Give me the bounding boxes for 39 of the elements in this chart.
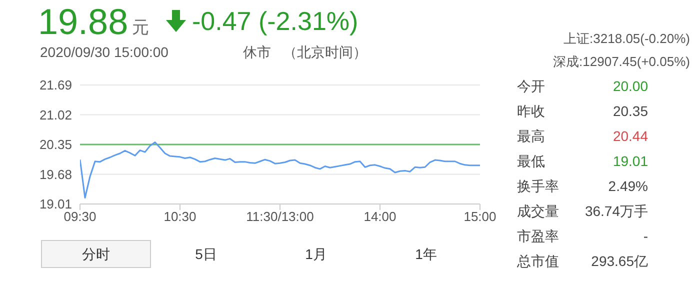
- text: 分时: [41, 240, 151, 268]
- x-tick-label: 11:30/13:00: [246, 209, 314, 224]
- text: 1年: [371, 240, 481, 268]
- line-series: [80, 142, 480, 199]
- text: 2.49%: [608, 178, 648, 194]
- text: 换手率: [517, 178, 559, 196]
- text: 市盈率: [517, 228, 559, 246]
- text: 最低: [517, 153, 545, 171]
- text: 今开: [517, 78, 545, 96]
- y-tick-label: 21.02: [39, 107, 72, 122]
- y-tick-label: 19.01: [39, 196, 72, 212]
- text: 20.35: [612, 103, 648, 119]
- text: 20.44: [612, 128, 648, 144]
- text: 36.74万手: [584, 203, 648, 221]
- text: 休市: [243, 44, 271, 62]
- text: 上证:3218.05(-0.20%): [564, 30, 690, 48]
- y-tick-label: 21.69: [39, 78, 72, 93]
- text: -: [643, 228, 648, 244]
- x-tick-label: 14:00: [364, 209, 396, 224]
- text: 2020/09/30 15:00:00: [40, 44, 168, 60]
- text: 293.65亿: [591, 253, 648, 271]
- x-tick-label: 15:00: [464, 209, 496, 224]
- text: 昨收: [517, 103, 545, 121]
- text: 元: [132, 17, 149, 39]
- x-tick-label: 09:30: [64, 209, 96, 224]
- text: 20.00: [612, 78, 648, 94]
- text: 深成:12907.45(+0.05%): [553, 53, 690, 71]
- text: 19.01: [612, 153, 648, 169]
- text: 5日: [151, 240, 261, 268]
- x-tick-label: 10:30: [164, 209, 196, 224]
- text: 成交量: [517, 203, 559, 221]
- text: -0.47 (-2.31%): [192, 5, 358, 37]
- text: 最高: [517, 128, 545, 146]
- y-tick-label: 19.68: [39, 166, 72, 182]
- text: （北京时间）: [283, 44, 367, 62]
- text: 1月: [261, 240, 371, 268]
- text: 总市值: [517, 253, 559, 271]
- y-tick-label: 20.35: [39, 137, 72, 152]
- chart-title: 19.88: [38, 1, 128, 42]
